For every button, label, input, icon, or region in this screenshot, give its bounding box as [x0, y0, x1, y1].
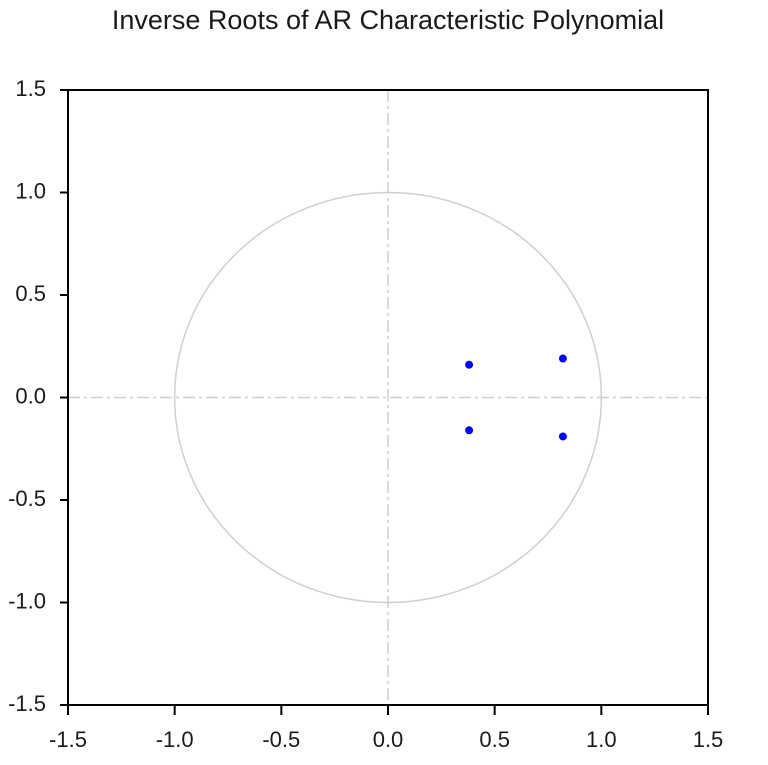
x-tick-label: 1.0 [586, 727, 617, 752]
x-tick-label: -0.5 [262, 727, 300, 752]
x-tick-label: 0.0 [373, 727, 404, 752]
x-tick-label: -1.5 [49, 727, 87, 752]
root-point [558, 354, 567, 363]
chart-title: Inverse Roots of AR Characteristic Polyn… [112, 5, 664, 35]
y-tick-label: -0.5 [8, 486, 46, 511]
x-tick-label: 0.5 [479, 727, 510, 752]
x-tick-label: -1.0 [156, 727, 194, 752]
y-tick-label: -1.5 [8, 691, 46, 716]
y-tick-label: 1.0 [15, 178, 46, 203]
y-tick-label: 1.5 [15, 76, 46, 101]
y-tick-label: 0.5 [15, 281, 46, 306]
root-point [465, 426, 474, 435]
root-point [465, 360, 474, 369]
x-tick-label: 1.5 [693, 727, 724, 752]
root-point [558, 432, 567, 441]
y-tick-label: 0.0 [15, 383, 46, 408]
y-tick-label: -1.0 [8, 588, 46, 613]
